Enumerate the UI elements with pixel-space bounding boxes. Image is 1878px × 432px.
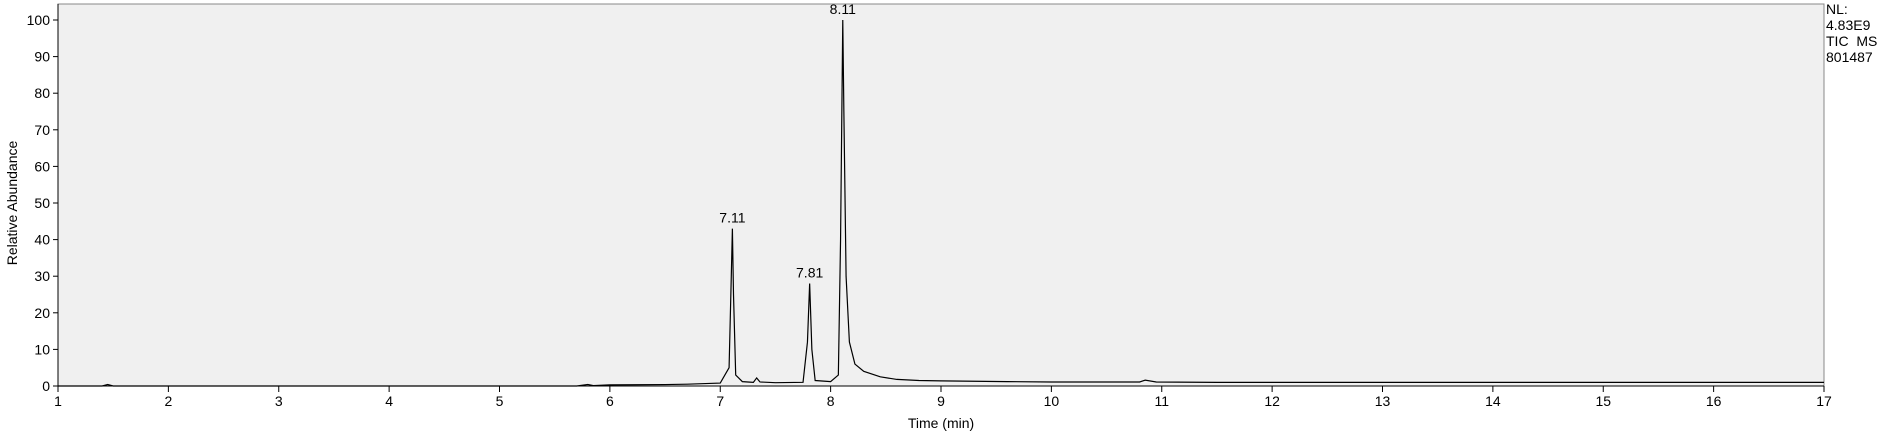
y-tick-label: 40: [34, 232, 50, 248]
normalization-label: TIC MS: [1826, 33, 1877, 49]
y-tick-label: 0: [42, 378, 50, 394]
normalization-label: 801487: [1826, 49, 1873, 65]
x-tick-label: 11: [1154, 393, 1169, 409]
x-tick-label: 4: [385, 393, 393, 409]
x-tick-label: 3: [275, 393, 283, 409]
normalization-label: NL:: [1826, 1, 1848, 17]
y-axis-title: Relative Abundance: [4, 141, 20, 266]
normalization-label: 4.83E9: [1826, 17, 1871, 33]
y-tick-label: 70: [34, 122, 50, 138]
x-tick-label: 8: [827, 393, 835, 409]
x-tick-label: 15: [1595, 393, 1611, 409]
y-tick-label: 30: [34, 268, 50, 284]
x-tick-label: 10: [1044, 393, 1060, 409]
peak-label: 8.11: [830, 1, 856, 17]
y-tick-label: 10: [34, 341, 50, 357]
x-tick-label: 2: [164, 393, 172, 409]
y-tick-label: 100: [27, 12, 51, 28]
x-tick-label: 17: [1816, 393, 1832, 409]
y-tick-label: 50: [34, 195, 50, 211]
x-tick-label: 6: [606, 393, 614, 409]
y-tick-label: 20: [34, 305, 50, 321]
peak-label: 7.81: [796, 265, 823, 281]
y-tick-label: 60: [34, 158, 50, 174]
x-tick-label: 5: [496, 393, 504, 409]
y-tick-label: 90: [34, 49, 50, 65]
x-tick-label: 1: [54, 393, 62, 409]
x-tick-label: 13: [1375, 393, 1391, 409]
x-tick-label: 7: [716, 393, 724, 409]
x-tick-label: 14: [1485, 393, 1501, 409]
y-tick-label: 80: [34, 85, 50, 101]
x-axis-title: Time (min): [908, 415, 974, 431]
plot-area: [57, 3, 1825, 387]
peak-label: 7.11: [719, 210, 745, 226]
x-tick-label: 12: [1264, 393, 1280, 409]
chromatogram-line: [58, 19, 1824, 387]
x-tick-label: 9: [937, 393, 945, 409]
x-tick-label: 16: [1706, 393, 1722, 409]
